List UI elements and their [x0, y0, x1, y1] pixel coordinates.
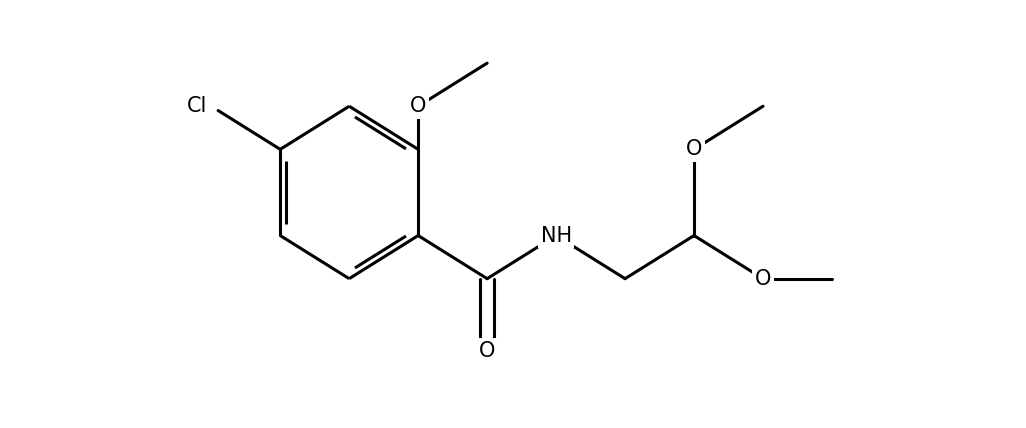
Text: O: O — [410, 96, 427, 116]
Text: O: O — [755, 269, 772, 288]
Text: NH: NH — [541, 226, 571, 246]
Text: O: O — [479, 341, 496, 360]
Text: O: O — [685, 140, 702, 159]
Text: Cl: Cl — [187, 96, 207, 116]
